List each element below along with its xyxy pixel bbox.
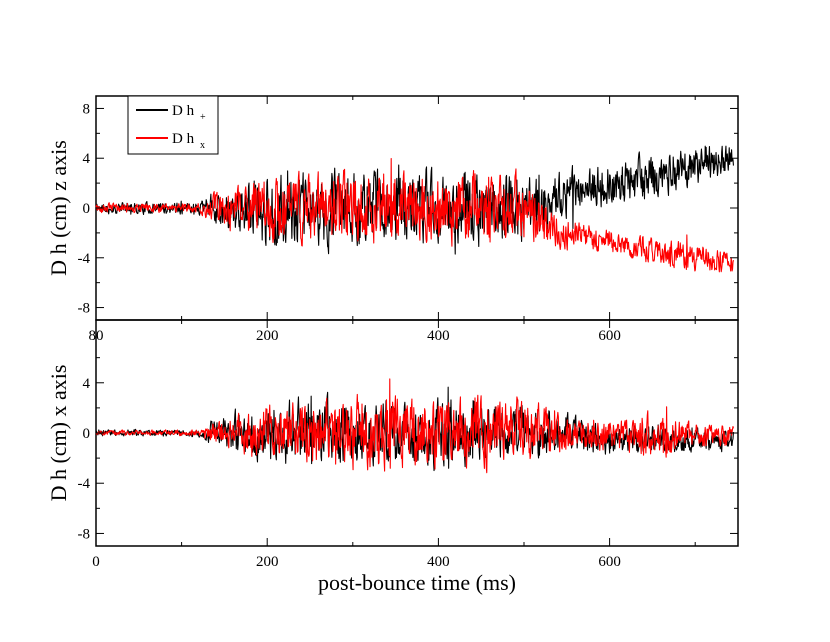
bottom-series-group (95, 378, 735, 474)
legend-box (127, 95, 219, 155)
top-series-hplus-line (95, 145, 735, 255)
legend-label-hx: D h (172, 131, 195, 147)
top-series-hx-line (95, 157, 734, 273)
top-xtick-label: 200 (256, 328, 279, 344)
bottom-ytick-label: -4 (78, 476, 91, 492)
bottom-ytick-label: -8 (78, 526, 91, 542)
top-ytick-label: 4 (83, 151, 91, 167)
top-ytick-label: 8 (83, 101, 91, 117)
legend-sub-hx: x (200, 140, 205, 151)
xlabel: post-bounce time (ms) (318, 570, 516, 595)
legend-label-hplus: D h (172, 103, 195, 119)
bottom-series-hx-line (95, 378, 734, 474)
bottom-ylabel: D h (cm) x axis (46, 365, 71, 502)
bottom-panel: 0 200 400 600 -8 -4 0 4 D h (cm) x axis post-bo… (46, 319, 739, 595)
bottom-ytick-label: 0 (83, 426, 91, 442)
bottom-ytick-label: 4 (83, 376, 91, 392)
top-ytick-label: 0 (83, 201, 91, 217)
bottom-xtick-label: 200 (256, 554, 279, 570)
bottom-xtick-label: 0 (92, 554, 100, 570)
top-ytick-label: -4 (78, 251, 91, 267)
bottom-xtick-label: 600 (598, 554, 621, 570)
top-ytick-label: -8 (78, 301, 91, 317)
top-xtick-label: 600 (598, 328, 621, 344)
top-series-group (95, 145, 735, 273)
legend: D h + D h x (127, 95, 219, 155)
top-xtick-label: 400 (427, 328, 450, 344)
legend-sub-hplus: + (200, 112, 206, 123)
top-ylabel: D h (cm) z axis (46, 140, 71, 276)
bottom-xtick-label: 400 (427, 554, 450, 570)
bottom-ticks-group: 0 200 400 600 -8 -4 0 4 (78, 320, 738, 570)
